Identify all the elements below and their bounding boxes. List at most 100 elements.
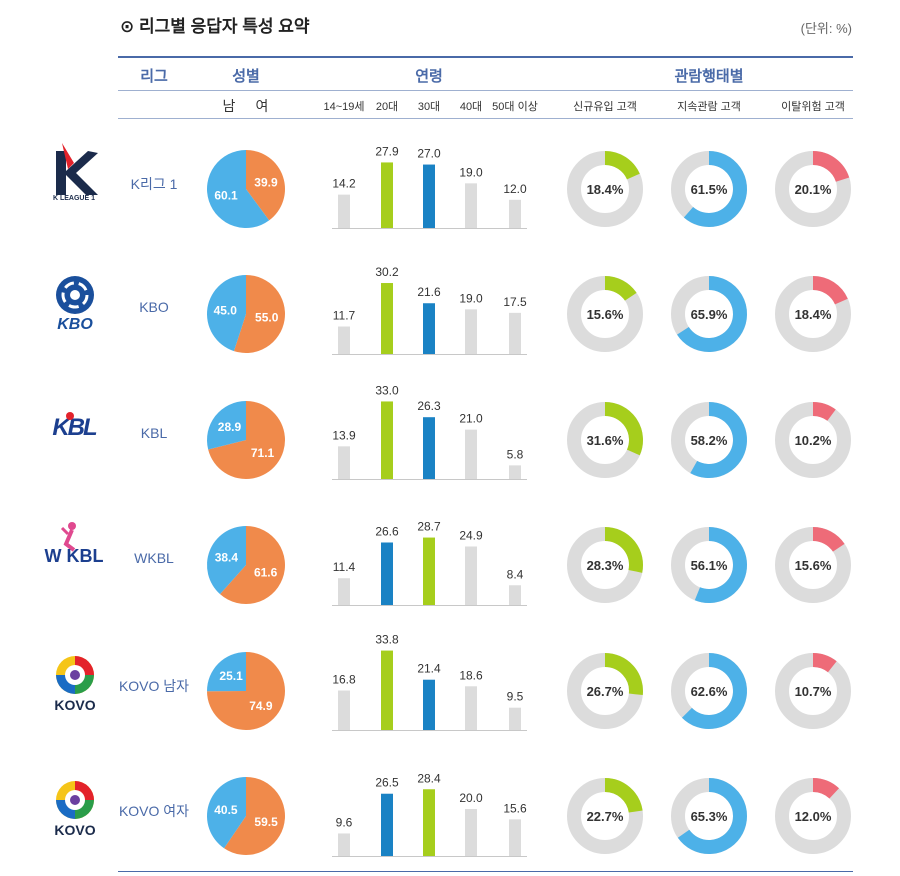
bar-age-30s [423,679,435,730]
header-league: 리그 [140,68,168,85]
subheader-female: 여 [255,98,269,114]
bar-label-age-20s: 33.0 [375,383,399,397]
bar-age-50plus [509,707,521,730]
pie-label-female: 59.5 [254,815,278,829]
wkbl-logo: W KBL [38,520,112,576]
header-behavior: 관람행태별 [674,68,744,85]
ring-risk-label: 10.2% [795,433,832,448]
bar-label-age-30s: 21.4 [417,662,441,676]
kovo-logo: KOVO [50,778,100,840]
pie-slice-male [206,275,246,352]
pie-slice-female [207,652,285,730]
pie-label-male: 28.9 [218,420,242,434]
kbo-logo: KBO [50,274,100,336]
bar-age-30s [423,417,435,479]
pie-slice-female [224,777,285,855]
subheader-male: 남 [222,98,236,114]
ring-new-arc [604,402,643,456]
pie-slice-male [206,652,246,692]
kleague-logo: K LEAGUE 1 [48,143,104,207]
ring-risk-label: 18.4% [795,307,832,322]
subheader-age-3: 30대 [417,101,441,113]
ring-continuous-label: 58.2% [691,433,728,448]
bar-label-age-20s: 30.2 [375,265,399,279]
ring-continuous-label: 56.1% [691,558,728,573]
ring-continuous-arc [683,151,747,227]
bar-label-age-50plus: 5.8 [507,447,524,461]
pie-label-female: 55.0 [255,310,279,324]
ring-risk-label: 12.0% [795,809,832,824]
league-name: KOVO 남자 [118,678,190,694]
bar-age-40s [465,429,477,479]
bar-label-age-30s: 27.0 [417,147,441,161]
ring-continuous-arc [677,778,747,854]
ring-new-label: 31.6% [587,433,624,448]
pie-label-male: 45.0 [214,304,238,318]
bar-label-age-14-19: 16.8 [332,673,356,687]
bar-age-50plus [509,465,521,479]
ring-continuous-label: 65.3% [691,809,728,824]
ring-risk-label: 20.1% [795,182,832,197]
ring-new-arc [604,151,640,180]
ring-new-label: 15.6% [587,307,624,322]
unit-label: (단위: %) [800,21,852,36]
bar-age-30s [423,164,435,228]
bar-label-age-14-19: 14.2 [332,177,356,191]
kbo-logo-text: KBO [57,316,93,333]
bar-label-age-30s: 28.4 [417,771,441,785]
bar-age-40s [465,309,477,354]
bar-age-14-19 [338,194,350,228]
bar-label-age-40s: 19.0 [459,291,483,305]
subheader-new: 신규유입 고객 [573,101,637,113]
bar-label-age-50plus: 8.4 [507,567,524,581]
pie-label-female: 74.9 [249,699,273,713]
bar-label-age-20s: 26.5 [375,776,399,790]
bar-label-age-20s: 26.6 [375,524,399,538]
kbl-logo: KBL [48,410,102,450]
bar-age-30s [423,537,435,605]
bar-age-50plus [509,199,521,228]
header-divider [118,90,853,91]
pie-label-female: 71.1 [251,446,275,460]
ring-new-label: 22.7% [587,809,624,824]
ring-risk-arc [812,778,840,799]
bar-age-20s [381,162,393,228]
kovo-logo-text: KOVO [54,822,96,838]
bar-label-age-50plus: 9.5 [507,690,524,704]
subheader-age-5: 50대 이상 [492,101,538,113]
bar-age-50plus [509,312,521,354]
top-border [118,56,853,58]
ring-new-arc [604,653,643,696]
pie-slice-female [220,526,286,604]
subheader-risk: 이탈위험 고객 [781,101,845,113]
header-bottom-border [118,118,853,119]
ring-continuous-arc [681,653,747,729]
ring-new-label: 26.7% [587,684,624,699]
pie-label-male: 60.1 [214,189,238,203]
ring-risk-arc [812,151,850,183]
bar-age-40s [465,546,477,605]
bar-age-20s [381,650,393,730]
bar-label-age-40s: 18.6 [459,668,483,682]
ring-new-arc [604,527,643,573]
bottom-border [118,871,853,872]
bar-label-age-20s: 33.8 [375,633,399,647]
pie-slice-female [208,401,285,479]
bar-label-age-40s: 19.0 [459,165,483,179]
ring-risk-arc [812,402,836,422]
ring-continuous-arc [690,402,747,478]
bar-age-50plus [509,585,521,605]
bar-label-age-14-19: 11.7 [333,309,356,323]
pie-slice-female [246,150,286,221]
pie-label-female: 39.9 [254,175,278,189]
ring-continuous-label: 65.9% [691,307,728,322]
bar-label-age-20s: 27.9 [375,144,399,158]
subheader-age-4: 40대 [459,101,483,113]
league-name: KOVO 여자 [118,803,190,819]
pie-label-male: 40.5 [214,803,238,817]
kleague-logo-text: K LEAGUE 1 [52,195,96,202]
header-age: 연령 [415,68,443,85]
page-title: ⊙ 리그별 응답자 특성 요약 [120,17,310,36]
bar-age-40s [465,686,477,730]
